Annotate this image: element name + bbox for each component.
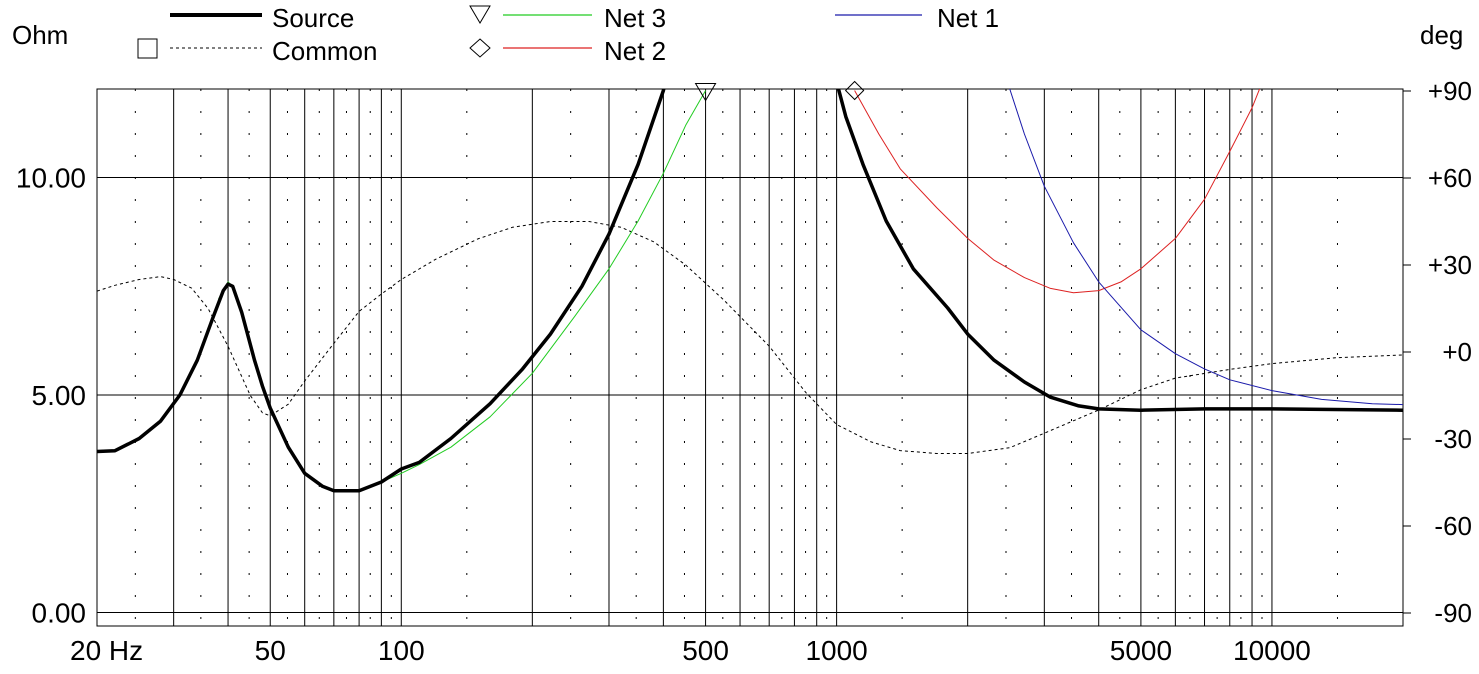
y-right-tick-label: +90 [1428, 76, 1472, 106]
y-left-tick-label: 0.00 [32, 598, 87, 629]
x-tick-label: 500 [682, 635, 729, 666]
x-tick-label: 100 [378, 635, 425, 666]
tick-label-layer: 20 Hz 50 100 500 1000 5000 10000 0.00 5.00 10.00 +… [16, 76, 1472, 666]
series-layer [97, 89, 1403, 493]
x-tick-label: 20 Hz [70, 635, 143, 666]
y-right-unit-label: deg [1420, 20, 1463, 50]
legend-common-square-marker [137, 38, 158, 59]
series-marker [844, 80, 865, 101]
x-tick-label: 1000 [805, 635, 867, 666]
legend: Source Common Net 3 Net 2 Net 1 [137, 3, 999, 66]
y-right-tick-label: -30 [1434, 424, 1472, 454]
legend-net3-triangle-marker [469, 5, 491, 24]
x-tick-label: 50 [255, 635, 286, 666]
y-left-tick-label: 10.00 [16, 163, 86, 194]
y-right-tick-label: +60 [1428, 163, 1472, 193]
legend-net2-diamond-marker [469, 38, 491, 58]
series-source-line [836, 89, 1403, 412]
legend-source-label: Source [272, 3, 354, 33]
series-net-1-line [1009, 89, 1403, 406]
legend-net3-label: Net 3 [604, 3, 666, 33]
y-right-tick-label: +0 [1442, 337, 1472, 367]
x-tick-label: 5000 [1110, 635, 1172, 666]
legend-net2-label: Net 2 [604, 36, 666, 66]
series-marker [694, 83, 717, 102]
y-right-tick-label: +30 [1428, 250, 1472, 280]
series-net-2-line [854, 89, 1261, 294]
y-right-tick-label: -90 [1434, 598, 1472, 628]
marker-layer [694, 80, 865, 102]
x-tick-label: 10000 [1233, 635, 1311, 666]
grid-layer [96, 89, 1404, 626]
legend-net1-label: Net 1 [937, 3, 999, 33]
legend-common-label: Common [272, 36, 377, 66]
y-left-tick-label: 5.00 [32, 380, 87, 411]
series-source-line [97, 89, 666, 493]
y-left-unit-label: Ohm [12, 20, 68, 50]
series-common-line [97, 221, 1403, 454]
y-right-tick-label: -60 [1434, 511, 1472, 541]
